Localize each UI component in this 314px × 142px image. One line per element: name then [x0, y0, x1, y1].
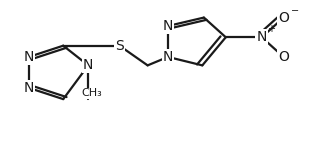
- Text: N: N: [257, 30, 267, 44]
- Text: N: N: [163, 19, 173, 33]
- Text: O: O: [278, 50, 289, 64]
- Text: CH₃: CH₃: [81, 88, 102, 99]
- Text: N: N: [24, 81, 34, 95]
- Text: N: N: [163, 50, 173, 64]
- Text: N: N: [24, 50, 34, 64]
- Text: +: +: [267, 24, 275, 34]
- Text: N: N: [83, 58, 93, 72]
- Text: O: O: [278, 11, 289, 25]
- Text: −: −: [290, 6, 299, 15]
- Text: S: S: [115, 39, 124, 53]
